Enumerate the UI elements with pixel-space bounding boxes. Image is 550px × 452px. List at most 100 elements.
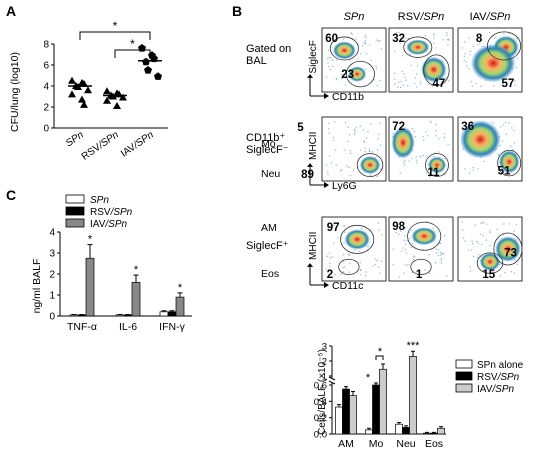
flow-event-dot [409, 237, 411, 240]
flow-event-dot [342, 266, 344, 269]
flow-event-dot [469, 54, 471, 56]
flow-event-dot [337, 237, 339, 239]
panel-c-xtick-label: IFN-γ [159, 321, 185, 333]
flow-event-dot [497, 154, 500, 157]
flow-gate-percentage: 15 [482, 269, 495, 281]
flow-event-dot [402, 84, 405, 86]
flow-event-dot [428, 272, 431, 274]
panel-c-legend-swatch [65, 194, 85, 204]
panel-a-point [119, 93, 127, 101]
panel-label-c: C [6, 187, 16, 203]
flow-event-dot [502, 223, 505, 225]
flow-event-dot [479, 43, 481, 45]
panel-b-bar-ylabel: Cells/BALF (×10⁻⁵) [317, 349, 328, 435]
panel-c-legend-label: SPn [90, 195, 109, 206]
flow-population-density [344, 229, 371, 250]
flow-event-dot [360, 149, 362, 151]
panel-b-bar [395, 423, 403, 435]
flow-event-dot [353, 128, 356, 130]
flow-event-dot [368, 148, 370, 150]
flow-population-density [359, 156, 381, 174]
flow-event-dot [327, 173, 329, 176]
flow-event-dot [328, 252, 331, 254]
flow-event-dot [423, 139, 425, 141]
flow-event-dot [419, 81, 421, 83]
flow-event-dot [404, 37, 406, 39]
flow-gate [425, 153, 449, 177]
flow-event-dot [379, 272, 381, 274]
flow-gate [410, 258, 432, 276]
flow-event-dot [402, 272, 405, 274]
flow-event-dot [411, 127, 414, 130]
flow-event-dot [507, 122, 510, 124]
flow-event-dot [442, 39, 444, 41]
flow-event-dot [465, 61, 467, 63]
flow-row-label: SiglecF⁻ [246, 144, 289, 156]
flow-event-dot [443, 253, 445, 255]
flow-event-dot [467, 249, 470, 251]
flow-event-dot [378, 229, 380, 231]
flow-event-dot [404, 248, 407, 251]
flow-event-dot [419, 155, 422, 158]
flow-event-dot [412, 242, 414, 245]
flow-event-dot [444, 157, 446, 160]
flow-event-dot [334, 121, 336, 123]
flow-event-dot [472, 255, 475, 257]
flow-event-dot [472, 45, 475, 48]
flow-event-dot [414, 255, 416, 257]
flow-event-dot [360, 227, 363, 230]
flow-x-axis-label: Ly6G [332, 180, 357, 192]
flow-event-dot [433, 156, 435, 158]
panel-c-ytick-label: 2 [49, 270, 55, 281]
flow-population-density [406, 39, 430, 55]
flow-event-dot [348, 133, 351, 136]
panel-a-ytick-label: 0 [43, 124, 49, 135]
flow-event-dot [347, 126, 349, 128]
panel-c-ytick-label: 3 [49, 249, 55, 260]
flow-event-dot [375, 65, 377, 67]
panel-a-ytick-label: 6 [43, 61, 49, 72]
flow-event-dot [480, 85, 482, 88]
flow-population-density [495, 236, 521, 262]
flow-event-dot [514, 80, 516, 82]
flow-event-dot [513, 129, 515, 132]
flow-event-dot [348, 254, 350, 257]
flow-event-dot [505, 133, 508, 135]
flow-event-dot [334, 274, 336, 276]
flow-event-dot [464, 168, 466, 170]
flow-column-header: SPn [344, 11, 365, 23]
flow-event-dot [339, 170, 342, 172]
flow-event-dot [481, 221, 483, 223]
flow-event-dot [504, 121, 507, 124]
flow-population-density [470, 44, 516, 83]
flow-row-label: SiglecF⁺ [246, 240, 289, 252]
panel-a-point [103, 87, 111, 95]
panel-b-bar-significance: * [378, 346, 383, 358]
flow-event-dot [446, 275, 448, 277]
panel-c-bar [85, 257, 95, 317]
flow-event-dot [331, 59, 333, 61]
panel-c-bar [167, 311, 177, 317]
flow-event-dot [365, 34, 367, 37]
flow-gate-name: Mo [261, 138, 276, 150]
flow-event-dot [439, 254, 442, 256]
flow-population-density [428, 156, 446, 174]
panel-a-ytick-label: 2 [43, 103, 49, 114]
flow-event-dot [493, 122, 495, 125]
flow-event-dot [478, 253, 480, 256]
flow-event-dot [497, 153, 499, 155]
flow-event-dot [411, 157, 413, 160]
flow-event-dot [480, 39, 483, 41]
flow-event-dot [394, 72, 396, 75]
flow-event-dot [377, 222, 380, 224]
flow-event-dot [404, 263, 406, 266]
flow-event-dot [360, 273, 362, 276]
flow-event-dot [403, 159, 406, 162]
flow-event-dot [471, 85, 474, 87]
flow-event-dot [447, 39, 450, 41]
panel-b-bar [437, 427, 445, 435]
flow-event-dot [411, 271, 414, 274]
flow-event-dot [372, 264, 374, 267]
